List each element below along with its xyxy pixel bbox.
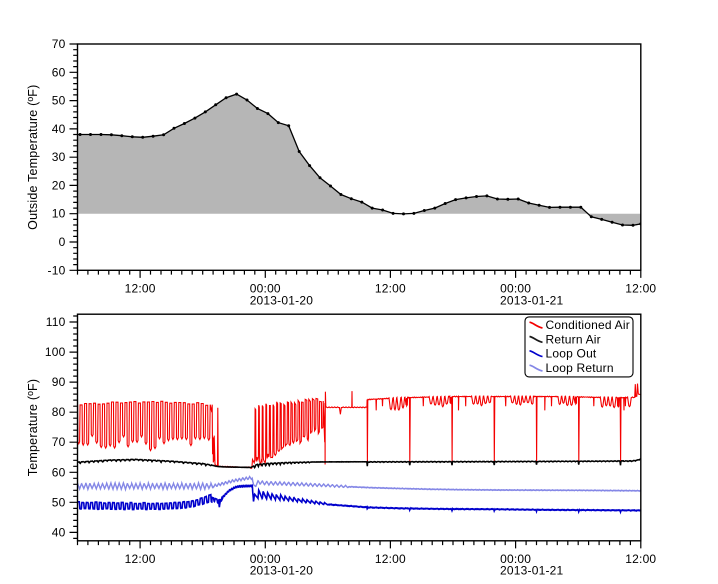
svg-text:12:00: 12:00: [625, 552, 656, 566]
svg-text:00:00: 00:00: [500, 552, 531, 566]
svg-text:Loop Return: Loop Return: [546, 361, 614, 375]
svg-text:Outside Temperature (ºF): Outside Temperature (ºF): [26, 85, 40, 230]
svg-text:100: 100: [45, 345, 66, 359]
svg-text:60: 60: [52, 65, 66, 79]
svg-text:12:00: 12:00: [125, 552, 156, 566]
svg-text:0: 0: [59, 235, 66, 249]
svg-text:Return Air: Return Air: [546, 332, 601, 346]
svg-text:2013-01-20: 2013-01-20: [250, 564, 314, 578]
svg-text:Loop Out: Loop Out: [546, 347, 597, 361]
svg-text:10: 10: [52, 207, 66, 221]
svg-text:-10: -10: [48, 263, 66, 277]
svg-text:12:00: 12:00: [375, 552, 406, 566]
svg-text:2013-01-20: 2013-01-20: [250, 293, 314, 307]
svg-text:70: 70: [52, 435, 66, 449]
svg-text:00:00: 00:00: [500, 282, 531, 296]
svg-text:110: 110: [46, 315, 66, 329]
svg-text:20: 20: [52, 178, 66, 192]
svg-text:2013-01-21: 2013-01-21: [500, 564, 564, 578]
svg-text:00:00: 00:00: [250, 552, 281, 566]
svg-text:Temperature (ºF): Temperature (ºF): [26, 379, 40, 476]
svg-text:50: 50: [52, 94, 66, 108]
svg-text:50: 50: [52, 495, 66, 509]
svg-text:60: 60: [52, 465, 66, 479]
svg-text:30: 30: [52, 150, 66, 164]
svg-text:40: 40: [52, 122, 66, 136]
svg-text:00:00: 00:00: [250, 282, 281, 296]
svg-text:12:00: 12:00: [375, 282, 406, 296]
svg-text:40: 40: [52, 525, 66, 539]
svg-text:80: 80: [52, 405, 66, 419]
svg-text:70: 70: [52, 37, 66, 51]
svg-text:2013-01-21: 2013-01-21: [500, 293, 564, 307]
svg-text:90: 90: [52, 375, 66, 389]
svg-text:12:00: 12:00: [125, 282, 156, 296]
svg-text:12:00: 12:00: [625, 282, 656, 296]
svg-text:Conditioned Air: Conditioned Air: [546, 318, 630, 332]
